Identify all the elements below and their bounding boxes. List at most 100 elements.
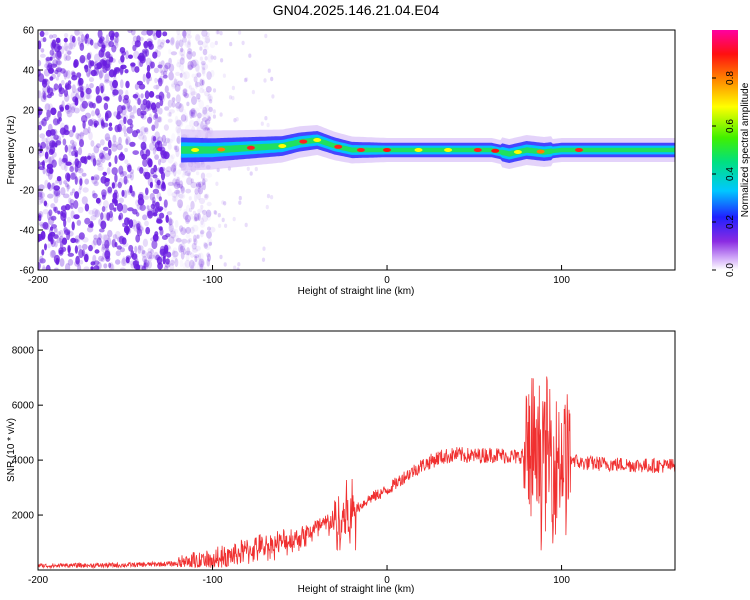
- noise-dot: [166, 92, 171, 99]
- noise-dot: [140, 103, 147, 111]
- noise-dot: [44, 243, 47, 251]
- noise-dot: [108, 210, 113, 218]
- noise-dot: [113, 40, 119, 49]
- noise-dot: [80, 39, 85, 44]
- noise-dot: [189, 109, 193, 119]
- noise-dot: [85, 87, 92, 95]
- noise-dot: [188, 238, 192, 243]
- noise-dot: [46, 166, 53, 174]
- noise-dot: [70, 106, 76, 114]
- noise-dot: [112, 234, 118, 240]
- noise-dot: [103, 200, 109, 209]
- noise-dot: [55, 37, 61, 44]
- noise-dot: [200, 229, 205, 235]
- noise-dot: [73, 107, 80, 114]
- noise-dot: [206, 32, 210, 37]
- noise-dot: [86, 93, 92, 100]
- signal-hot-spot: [191, 148, 200, 152]
- noise-dot: [219, 112, 223, 117]
- noise-dot: [155, 30, 162, 38]
- noise-dot: [93, 174, 100, 181]
- noise-dot: [176, 61, 182, 68]
- noise-dot: [64, 163, 68, 172]
- noise-dot: [149, 193, 155, 201]
- noise-dot: [100, 220, 107, 230]
- noise-dot: [103, 102, 109, 111]
- noise-dot: [142, 168, 149, 173]
- noise-dot: [97, 157, 103, 163]
- noise-dot: [146, 64, 151, 73]
- noise-dot: [179, 72, 183, 78]
- noise-dot: [60, 205, 67, 212]
- noise-dot: [199, 56, 203, 61]
- noise-dot: [40, 223, 46, 229]
- noise-dot: [63, 129, 70, 136]
- noise-dot: [202, 124, 209, 132]
- noise-dot: [233, 118, 237, 123]
- noise-dot: [157, 45, 163, 50]
- noise-dot: [129, 185, 133, 194]
- noise-dot: [180, 186, 185, 194]
- noise-dot: [176, 30, 181, 36]
- noise-dot: [190, 63, 195, 69]
- noise-dot: [174, 178, 180, 186]
- noise-dot: [203, 193, 208, 199]
- signal-hot-spot: [383, 148, 391, 152]
- noise-dot: [114, 124, 120, 133]
- noise-dot: [201, 41, 208, 48]
- noise-dot: [152, 188, 160, 194]
- noise-dot: [186, 34, 192, 39]
- noise-dot: [156, 167, 163, 173]
- noise-dot: [154, 231, 159, 237]
- noise-dot: [44, 79, 50, 86]
- noise-dot: [103, 263, 108, 269]
- noise-dot: [173, 228, 179, 235]
- noise-dot: [53, 115, 57, 123]
- noise-dot: [186, 101, 190, 107]
- noise-dot: [174, 189, 181, 195]
- noise-dot: [49, 34, 53, 39]
- noise-dot: [221, 217, 225, 223]
- noise-dot: [67, 80, 72, 86]
- noise-dot: [42, 78, 49, 83]
- noise-dot: [42, 266, 47, 270]
- noise-dot: [196, 263, 203, 270]
- noise-dot: [141, 249, 146, 255]
- noise-dot: [61, 237, 68, 245]
- noise-dot: [63, 93, 70, 102]
- noise-dot: [81, 115, 88, 123]
- noise-dot: [117, 181, 122, 189]
- noise-dot: [79, 131, 84, 140]
- noise-dot: [171, 256, 178, 263]
- noise-dot: [201, 30, 208, 37]
- noise-dot: [54, 267, 59, 270]
- noise-dot: [38, 73, 45, 83]
- noise-dot: [137, 58, 141, 68]
- snr-series-line: [38, 376, 675, 570]
- noise-dot: [192, 210, 196, 216]
- noise-dot: [60, 79, 65, 86]
- noise-dot: [114, 173, 118, 183]
- noise-dot: [173, 161, 178, 167]
- noise-dot: [231, 85, 235, 91]
- noise-dot: [142, 50, 148, 58]
- noise-dot: [109, 80, 113, 87]
- noise-dot: [121, 258, 127, 267]
- noise-dot: [198, 181, 204, 188]
- noise-dot: [144, 220, 149, 227]
- noise-dot: [156, 179, 161, 186]
- noise-dot: [165, 39, 170, 44]
- noise-dot: [152, 51, 158, 59]
- noise-dot: [158, 91, 165, 101]
- noise-dot: [206, 71, 212, 80]
- noise-dot: [158, 196, 162, 202]
- noise-dot: [74, 30, 80, 36]
- noise-dot: [193, 238, 198, 246]
- noise-dot: [92, 158, 97, 167]
- noise-dot: [97, 165, 104, 171]
- noise-dot: [179, 50, 183, 57]
- noise-dot: [131, 40, 137, 47]
- noise-dot: [126, 126, 133, 134]
- noise-dot: [159, 212, 165, 219]
- snr-y-axis: 2000 4000 6000 8000: [12, 346, 43, 522]
